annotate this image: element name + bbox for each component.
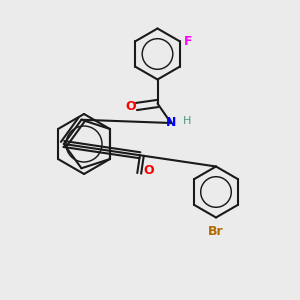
Text: O: O	[143, 164, 154, 177]
Text: Br: Br	[208, 225, 224, 238]
Text: H: H	[182, 116, 191, 127]
Text: O: O	[126, 100, 136, 113]
Text: N: N	[166, 116, 176, 130]
Text: F: F	[184, 35, 193, 48]
